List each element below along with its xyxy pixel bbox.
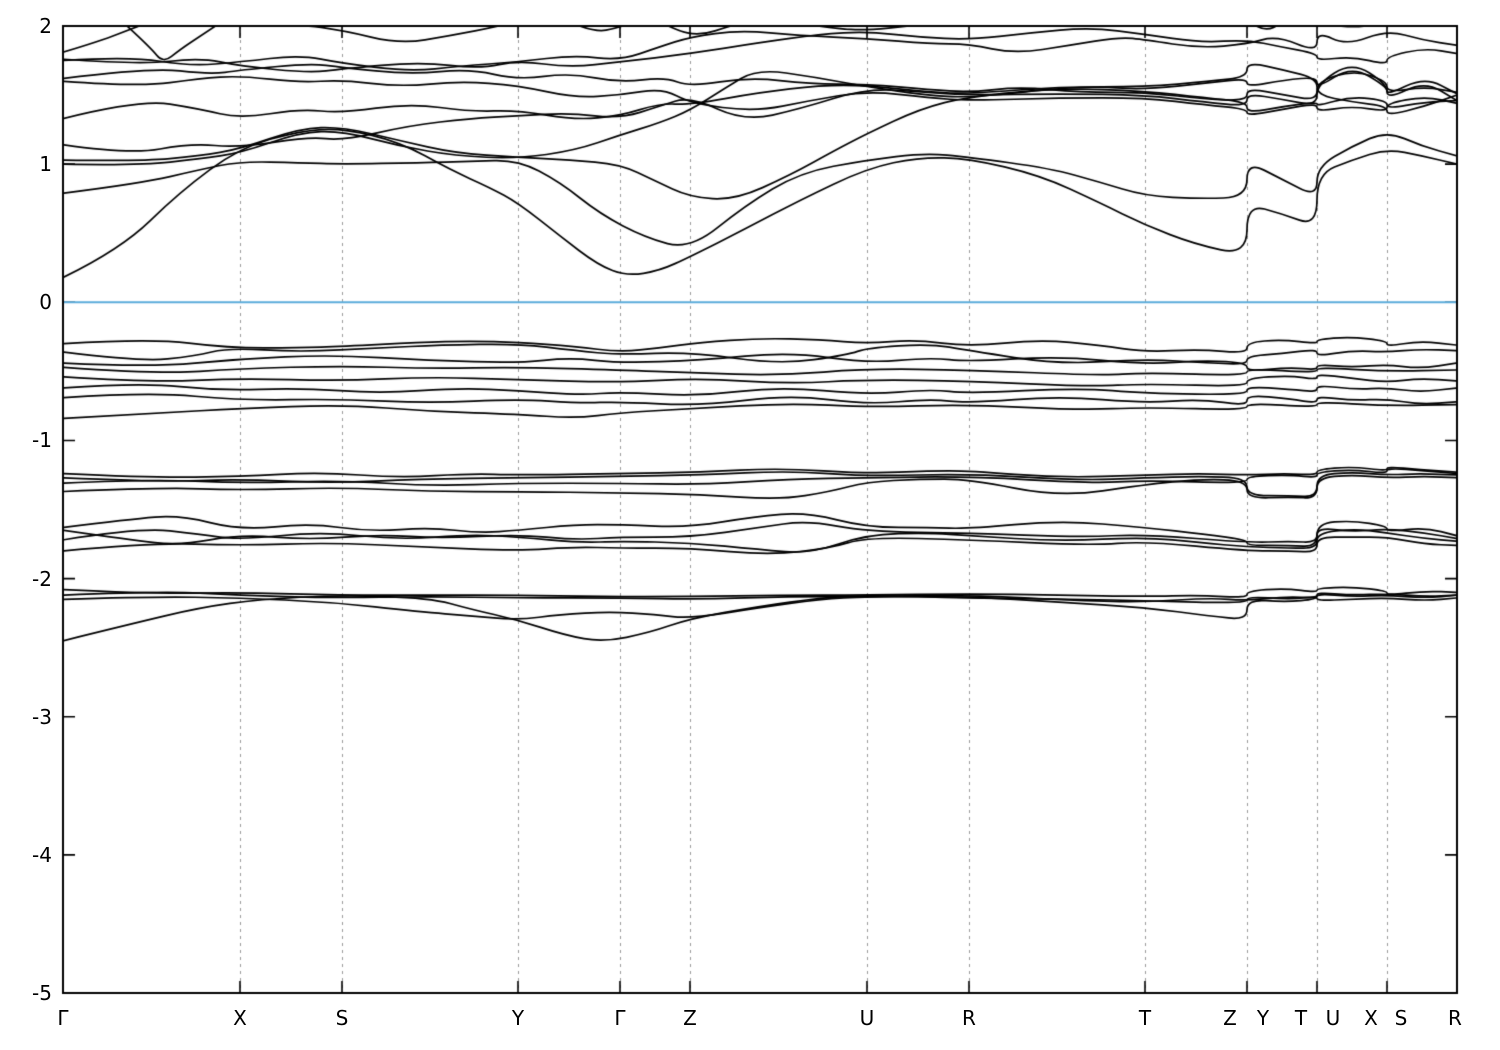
x-tick-label: R (962, 1006, 976, 1030)
y-tick-label: -1 (32, 428, 52, 453)
y-tick-label: 0 (39, 290, 52, 315)
x-tick-label: S (1394, 1006, 1408, 1030)
y-tick-label: 1 (39, 152, 52, 177)
y-tick-label: -2 (32, 566, 52, 591)
x-tick-label: X (233, 1006, 247, 1030)
x-tick-label: Z (683, 1006, 697, 1030)
x-tick-label: U (859, 1006, 875, 1030)
x-tick-label: Y (511, 1006, 525, 1030)
x-tick-label: S (335, 1006, 349, 1030)
x-tick-label: U (1325, 1006, 1341, 1030)
x-tick-label: Z (1223, 1006, 1237, 1030)
x-tick-label: T (1294, 1006, 1308, 1030)
x-tick-label: T (1138, 1006, 1152, 1030)
y-tick-label: -3 (32, 704, 52, 729)
y-tick-label: -5 (32, 981, 52, 1005)
y-tick-label: 2 (39, 14, 52, 38)
x-tick-label: X (1364, 1006, 1378, 1030)
x-tick-label: Γ (614, 1006, 626, 1030)
y-tick-label: -4 (32, 842, 52, 867)
x-tick-label: Γ (57, 1006, 69, 1030)
x-tick-label: Y (1256, 1006, 1270, 1030)
x-tick-label: R (1448, 1006, 1462, 1030)
